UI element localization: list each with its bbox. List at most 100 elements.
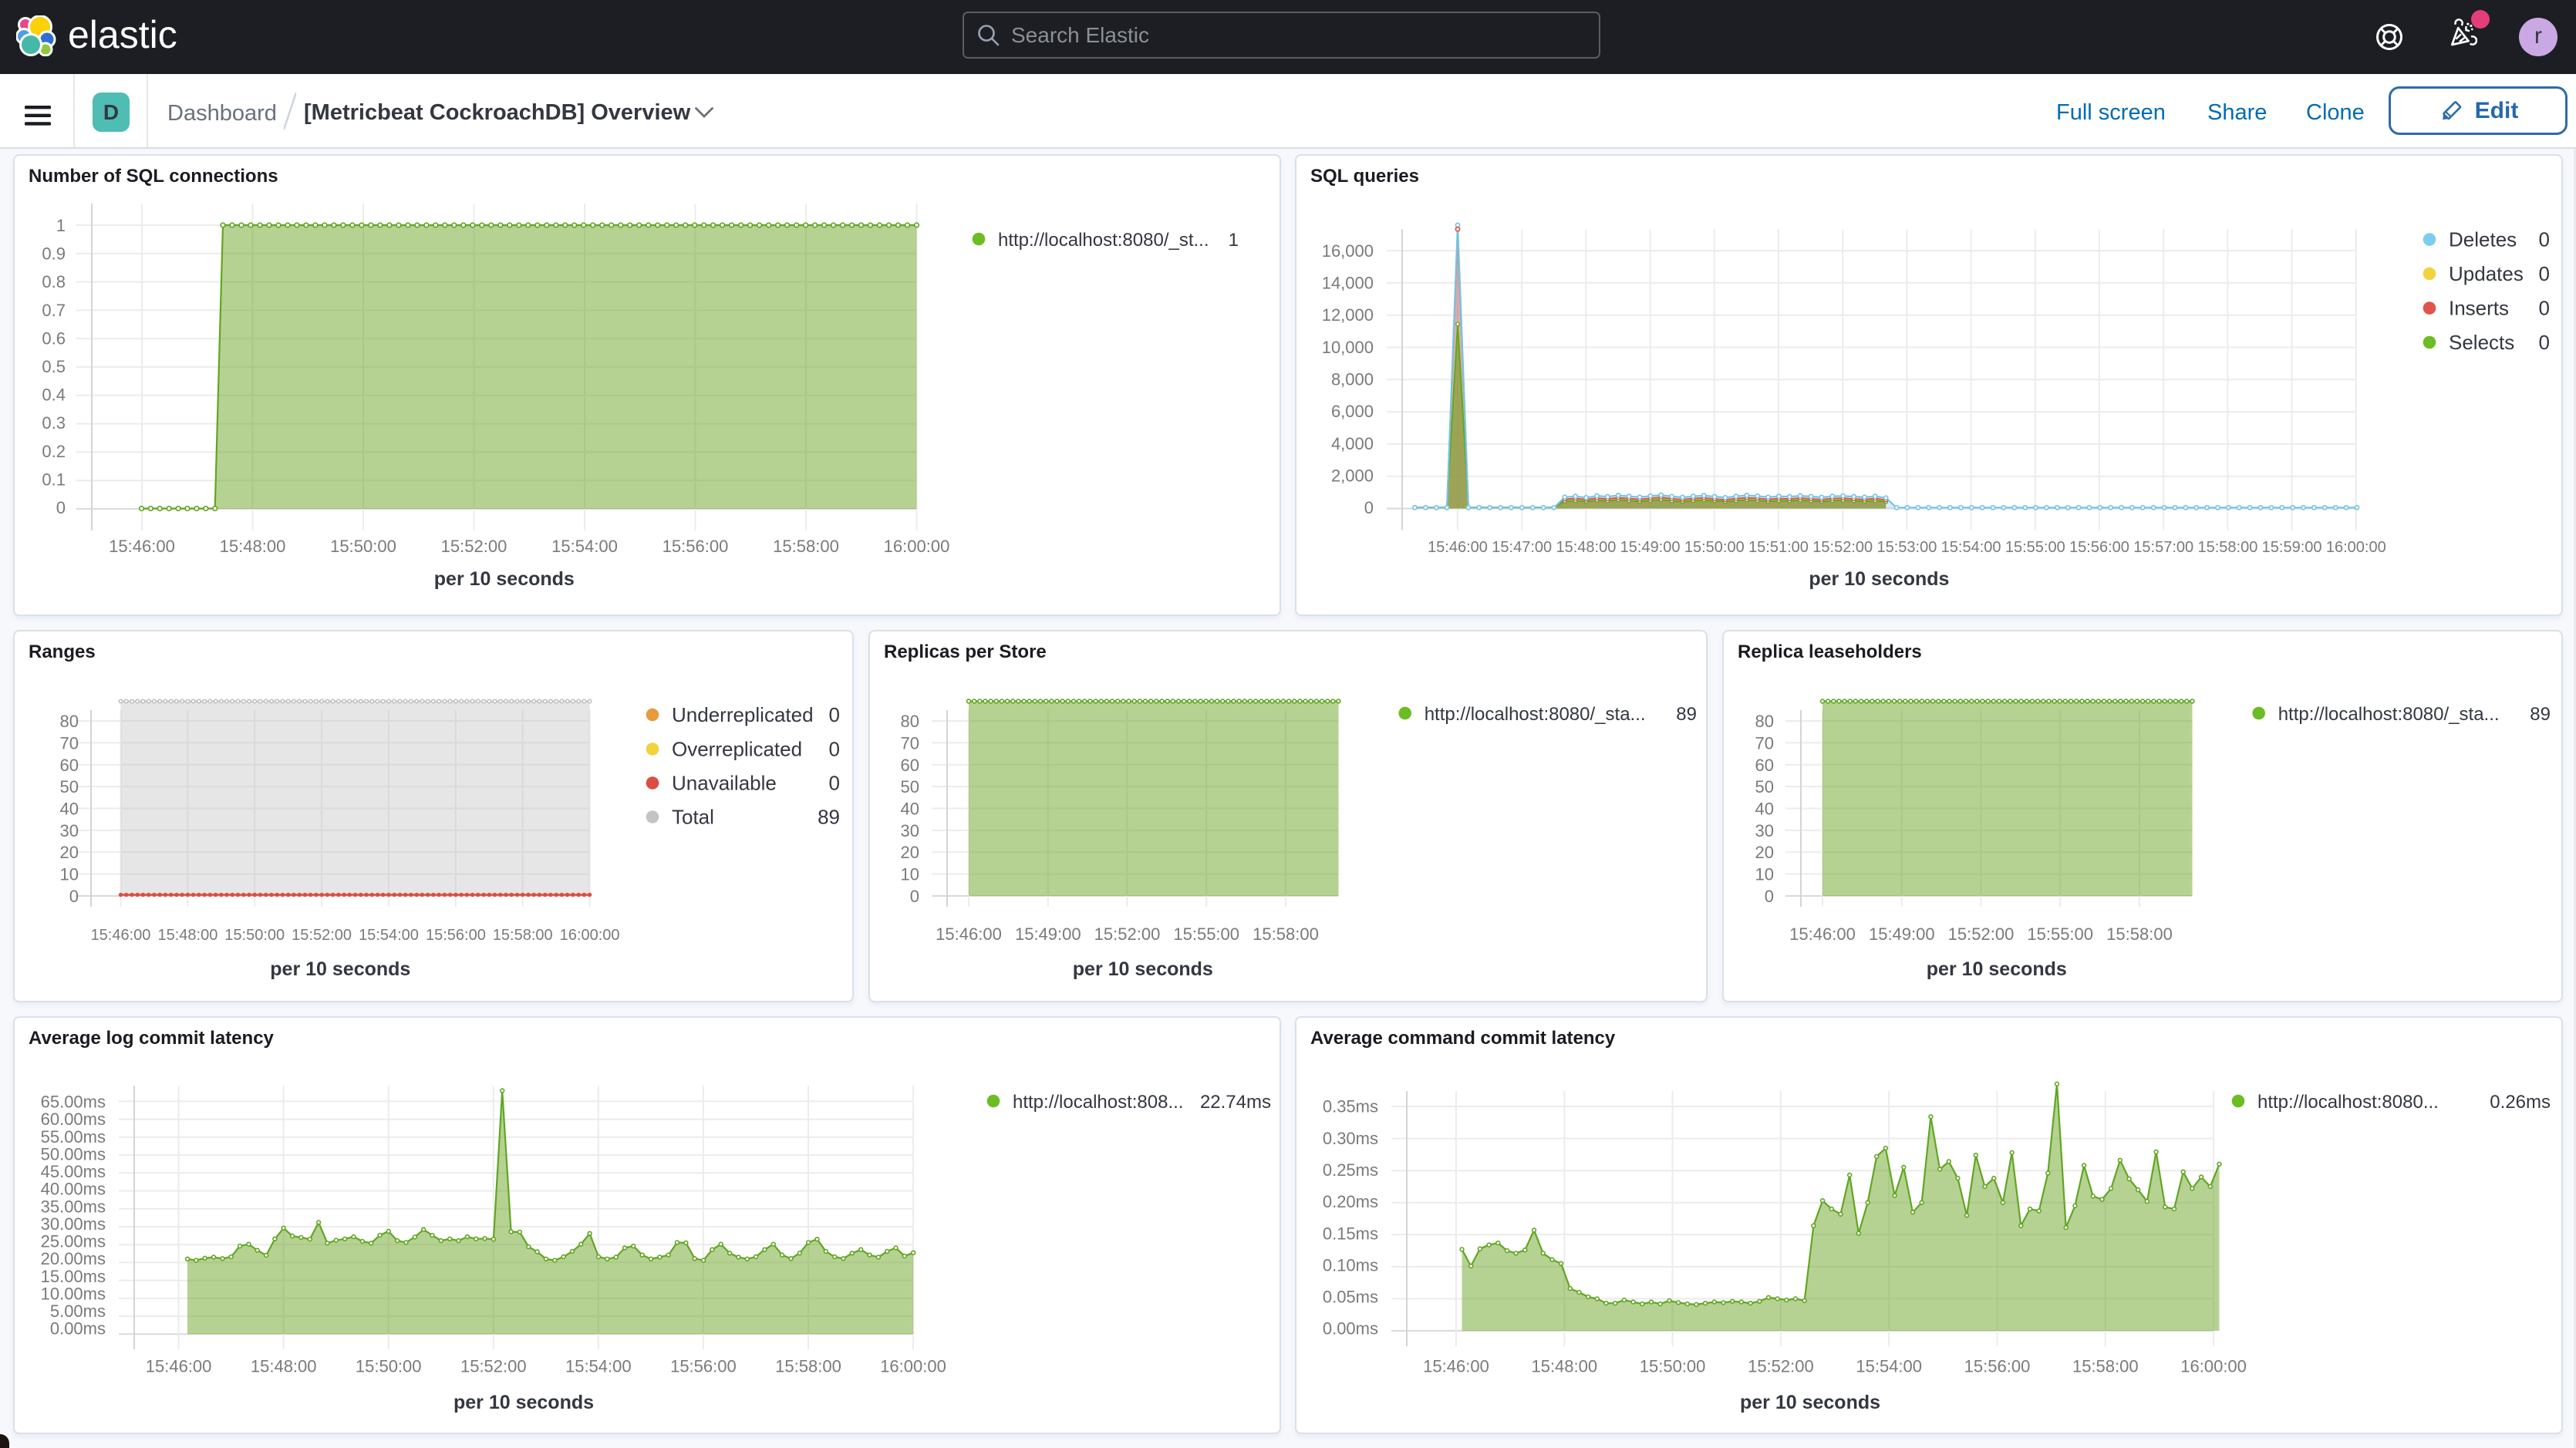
- svg-text:http://localhost:8080/_sta...: http://localhost:8080/_sta...: [2278, 704, 2500, 725]
- svg-text:Inserts: Inserts: [2449, 297, 2509, 320]
- svg-text:0.25ms: 0.25ms: [1323, 1160, 1378, 1180]
- svg-text:15:52:00: 15:52:00: [1748, 1357, 1814, 1376]
- svg-text:0.05ms: 0.05ms: [1323, 1288, 1378, 1307]
- svg-text:Deletes: Deletes: [2449, 228, 2517, 251]
- svg-text:0: 0: [69, 887, 79, 906]
- svg-text:0.4: 0.4: [42, 386, 66, 405]
- svg-text:60.00ms: 60.00ms: [41, 1110, 106, 1129]
- svg-text:0: 0: [829, 703, 840, 726]
- svg-text:70: 70: [60, 733, 79, 753]
- svg-text:0: 0: [2539, 331, 2550, 354]
- svg-text:15:58:00: 15:58:00: [2072, 1357, 2139, 1376]
- svg-text:40: 40: [60, 800, 79, 819]
- svg-text:25.00ms: 25.00ms: [41, 1232, 106, 1251]
- svg-text:15:54:00: 15:54:00: [1941, 539, 2001, 556]
- svg-text:15:52:00: 15:52:00: [1094, 924, 1161, 944]
- svg-text:per 10 seconds: per 10 seconds: [1740, 1392, 1880, 1413]
- svg-text:0: 0: [829, 772, 840, 795]
- svg-text:15:52:00: 15:52:00: [1948, 924, 2015, 944]
- svg-text:15:50:00: 15:50:00: [1640, 1357, 1706, 1376]
- svg-text:Underreplicated: Underreplicated: [672, 703, 814, 726]
- svg-text:20: 20: [901, 843, 919, 862]
- svg-text:15:58:00: 15:58:00: [1253, 924, 1319, 944]
- svg-text:15:53:00: 15:53:00: [1876, 539, 1937, 556]
- svg-text:15:50:00: 15:50:00: [1684, 539, 1745, 556]
- svg-text:2,000: 2,000: [1331, 466, 1374, 485]
- svg-text:80: 80: [1755, 712, 1774, 731]
- svg-text:0.3: 0.3: [42, 413, 66, 433]
- svg-text:20.00ms: 20.00ms: [41, 1249, 106, 1268]
- svg-text:15:48:00: 15:48:00: [251, 1357, 317, 1376]
- svg-text:70: 70: [901, 733, 919, 753]
- svg-text:10.00ms: 10.00ms: [41, 1284, 106, 1303]
- svg-text:15:48:00: 15:48:00: [220, 537, 286, 556]
- svg-text:15:55:00: 15:55:00: [1173, 924, 1239, 944]
- svg-text:15:49:00: 15:49:00: [1015, 924, 1081, 944]
- svg-text:20: 20: [60, 843, 79, 862]
- svg-text:0: 0: [1364, 498, 1374, 517]
- svg-text:0: 0: [56, 498, 66, 517]
- svg-text:15:59:00: 15:59:00: [2262, 539, 2322, 556]
- svg-text:15:48:00: 15:48:00: [1531, 1357, 1597, 1376]
- svg-text:http://localhost:8080/_sta...: http://localhost:8080/_sta...: [1425, 704, 1646, 725]
- svg-text:30.00ms: 30.00ms: [41, 1214, 106, 1234]
- svg-text:15:48:00: 15:48:00: [157, 927, 217, 944]
- svg-text:15:46:00: 15:46:00: [109, 537, 175, 556]
- svg-text:89: 89: [2530, 704, 2551, 725]
- svg-text:16:00:00: 16:00:00: [560, 927, 620, 944]
- svg-text:15:57:00: 15:57:00: [2133, 539, 2193, 556]
- svg-text:0.6: 0.6: [42, 328, 66, 348]
- svg-text:20: 20: [1755, 843, 1774, 862]
- svg-text:40: 40: [901, 800, 919, 819]
- svg-text:http://localhost:808...: http://localhost:808...: [1013, 1092, 1183, 1113]
- svg-text:40.00ms: 40.00ms: [41, 1180, 106, 1199]
- svg-text:30: 30: [901, 821, 919, 840]
- svg-text:15:54:00: 15:54:00: [1856, 1357, 1922, 1376]
- svg-text:15:46:00: 15:46:00: [1789, 924, 1856, 944]
- svg-text:0.5: 0.5: [42, 357, 66, 376]
- svg-text:per 10 seconds: per 10 seconds: [1073, 958, 1213, 980]
- svg-text:5.00ms: 5.00ms: [50, 1302, 106, 1321]
- svg-text:15:52:00: 15:52:00: [292, 927, 352, 944]
- svg-text:15:50:00: 15:50:00: [330, 537, 396, 556]
- svg-text:15:54:00: 15:54:00: [565, 1357, 632, 1376]
- svg-text:0.00ms: 0.00ms: [50, 1319, 106, 1339]
- svg-text:15.00ms: 15.00ms: [41, 1267, 106, 1286]
- svg-text:15:56:00: 15:56:00: [1964, 1357, 2031, 1376]
- svg-text:30: 30: [1755, 821, 1774, 840]
- svg-text:16:00:00: 16:00:00: [2326, 539, 2386, 556]
- svg-text:15:52:00: 15:52:00: [441, 537, 507, 556]
- svg-text:15:52:00: 15:52:00: [1812, 539, 1873, 556]
- svg-text:per 10 seconds: per 10 seconds: [270, 958, 410, 980]
- svg-text:45.00ms: 45.00ms: [41, 1162, 106, 1181]
- svg-text:Overreplicated: Overreplicated: [672, 738, 802, 761]
- svg-text:15:58:00: 15:58:00: [775, 1357, 841, 1376]
- svg-text:10,000: 10,000: [1322, 338, 1374, 357]
- svg-text:15:48:00: 15:48:00: [1556, 539, 1616, 556]
- svg-text:Total: Total: [672, 806, 714, 829]
- svg-text:12,000: 12,000: [1322, 305, 1374, 325]
- svg-text:0: 0: [2539, 262, 2550, 285]
- svg-text:60: 60: [1755, 756, 1774, 775]
- svg-text:0.30ms: 0.30ms: [1323, 1129, 1378, 1148]
- svg-text:http://localhost:8080/_st...: http://localhost:8080/_st...: [998, 230, 1209, 251]
- svg-text:50: 50: [60, 777, 79, 796]
- svg-text:80: 80: [901, 712, 919, 731]
- svg-text:0.9: 0.9: [42, 244, 66, 264]
- svg-text:15:58:00: 15:58:00: [2197, 539, 2257, 556]
- svg-text:8,000: 8,000: [1331, 370, 1374, 389]
- svg-text:15:49:00: 15:49:00: [1869, 924, 1935, 944]
- svg-text:10: 10: [1755, 865, 1774, 884]
- svg-text:Unavailable: Unavailable: [672, 772, 777, 795]
- svg-text:15:49:00: 15:49:00: [1620, 539, 1681, 556]
- svg-text:6,000: 6,000: [1331, 402, 1374, 421]
- svg-text:30: 30: [60, 821, 79, 840]
- svg-text:15:58:00: 15:58:00: [2106, 924, 2173, 944]
- svg-text:Selects: Selects: [2449, 331, 2514, 354]
- svg-text:0.7: 0.7: [42, 301, 66, 320]
- svg-text:0.10ms: 0.10ms: [1323, 1255, 1378, 1275]
- svg-text:15:51:00: 15:51:00: [1748, 539, 1809, 556]
- svg-text:per 10 seconds: per 10 seconds: [453, 1392, 594, 1413]
- svg-text:http://localhost:8080...: http://localhost:8080...: [2257, 1092, 2439, 1113]
- svg-text:15:54:00: 15:54:00: [359, 927, 419, 944]
